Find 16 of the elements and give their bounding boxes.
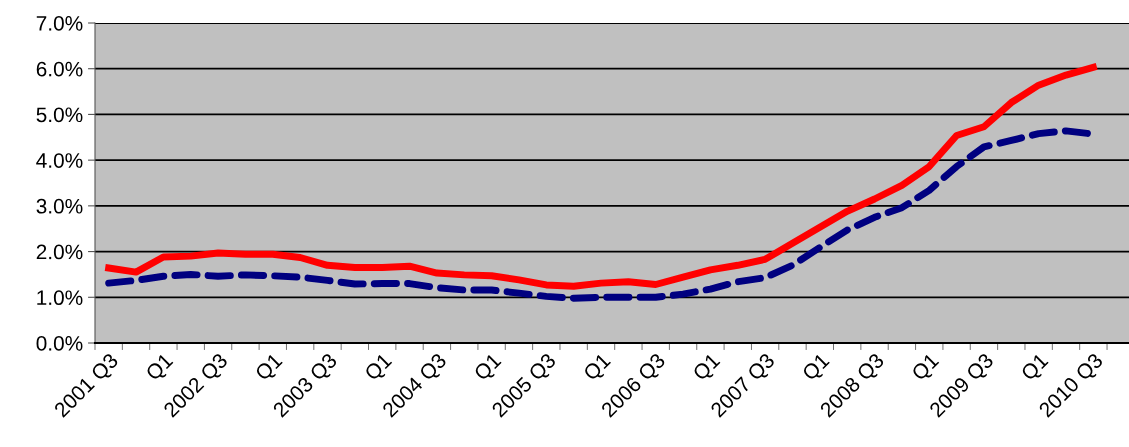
x-tick-label: Q1 xyxy=(1020,352,1052,384)
y-tick-label: 7.0% xyxy=(36,16,83,31)
x-tick-label: Q1 xyxy=(363,352,395,384)
y-tick-label: 0.0% xyxy=(36,336,83,351)
y-tick-label: 3.0% xyxy=(36,198,83,214)
y-tick-label: 1.0% xyxy=(37,290,83,306)
x-tick-label: Q1 xyxy=(254,352,286,384)
y-tick-label: 2.0% xyxy=(36,244,83,260)
x-tick-label: Q1 xyxy=(910,352,942,384)
y-tick-label: 4.0% xyxy=(36,153,83,168)
y-tick-label: 6.0% xyxy=(36,61,83,77)
x-tick-label: Q1 xyxy=(801,352,833,384)
x-tick-label: Q1 xyxy=(473,352,505,384)
x-tick-label: Q1 xyxy=(144,352,177,384)
y-tick-label: 5.0% xyxy=(36,107,83,123)
x-tick-label: Q1 xyxy=(582,352,614,384)
